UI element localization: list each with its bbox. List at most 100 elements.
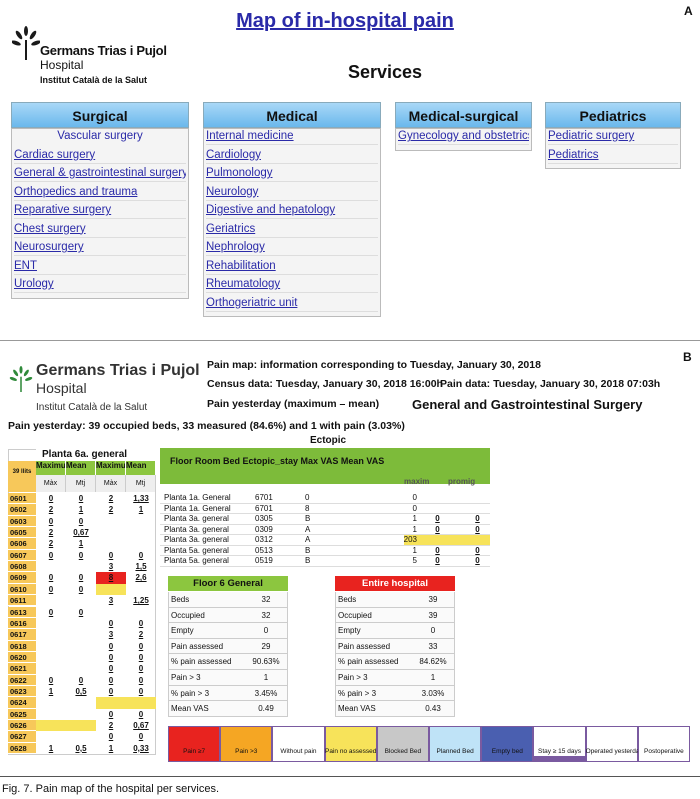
stats-row xyxy=(168,670,288,686)
service-link[interactable]: Chest surgery xyxy=(14,221,186,238)
service-link[interactable]: Pulmonology xyxy=(206,165,378,182)
bed-value: 1 xyxy=(48,743,54,753)
service-link[interactable]: ENT xyxy=(14,258,186,275)
bed-value: 2 xyxy=(108,505,114,515)
service-link[interactable]: Orthogeriatric unit xyxy=(206,295,378,312)
service-link[interactable]: Geriatrics xyxy=(206,221,378,238)
legend-label: Pain >3 xyxy=(235,748,258,755)
stats-value: 3.03% xyxy=(421,688,445,698)
service-link[interactable]: Rheumatology xyxy=(206,276,378,293)
ectopic-row xyxy=(160,545,490,556)
bed-value: 2,6 xyxy=(135,573,147,583)
service-link[interactable]: Reparative surgery xyxy=(14,202,186,219)
legend-swatch xyxy=(481,726,534,762)
service-link[interactable]: Neurology xyxy=(206,184,378,201)
stats-value: 39 xyxy=(428,610,438,620)
ectopic-subheader: maxim xyxy=(404,477,430,486)
bed-number: 0608 xyxy=(8,561,36,573)
bed-value: 0 xyxy=(78,516,84,526)
bed-value xyxy=(96,527,126,538)
bed-value: 0 xyxy=(48,516,54,526)
stats-key: Mean VAS xyxy=(171,704,209,714)
floor-title: Planta 6a. general xyxy=(42,449,128,460)
stats-value: 29 xyxy=(261,641,271,651)
bed-value xyxy=(36,641,66,652)
bed-value: 3 xyxy=(108,596,114,606)
stats-key: Pain > 3 xyxy=(171,673,201,682)
bed-value xyxy=(66,561,96,572)
ectopic-cell: 0519 xyxy=(255,556,273,565)
service-link[interactable]: Gynecology and obstetrics xyxy=(398,128,529,145)
heading: Services xyxy=(348,62,423,82)
summary: Pain yesterday: 39 occupied beds, 33 mea… xyxy=(8,420,405,432)
bed-value xyxy=(66,709,96,720)
bed-value xyxy=(36,720,66,732)
bed-number: 0628 xyxy=(8,742,36,755)
service-link[interactable]: Cardiac surgery xyxy=(14,147,186,164)
ectopic-cell: 0 xyxy=(475,514,480,523)
stats-row xyxy=(168,701,288,717)
stats-row xyxy=(335,670,455,686)
bed-value xyxy=(36,618,66,629)
logo-sub: Hospital xyxy=(40,58,84,72)
col-header: Mean xyxy=(66,461,96,475)
legend-label: Operated yesterday xyxy=(585,748,638,755)
ectopic-row xyxy=(160,493,490,504)
stats-key: Empty xyxy=(171,626,194,636)
bed-value: 0 xyxy=(48,584,54,594)
stats-value: 84.62% xyxy=(419,657,447,667)
stats-row xyxy=(168,592,288,608)
bed-value: 0 xyxy=(138,550,144,560)
service-link[interactable]: Nephrology xyxy=(206,239,378,256)
bed-number: 0618 xyxy=(8,640,36,652)
col-header: Maximum xyxy=(96,461,126,475)
col-subheader: Màx xyxy=(96,475,126,492)
ectopic-row xyxy=(160,503,490,514)
bed-number: 0620 xyxy=(8,651,36,664)
service-header: Pediatrics xyxy=(545,102,681,128)
service-header: Medical xyxy=(203,102,381,128)
stats-row xyxy=(335,654,455,670)
service-link[interactable]: Cardiology xyxy=(206,147,378,164)
service-link[interactable]: Digestive and hepatology xyxy=(206,202,378,219)
bed-value: 0,67 xyxy=(73,528,89,538)
bed-value xyxy=(96,583,126,596)
service-link[interactable]: General & gastrointestinal surgery xyxy=(14,165,186,182)
service-link[interactable]: Neurosurgery xyxy=(14,239,186,256)
legend-label: Pain no assessed xyxy=(325,748,377,755)
legend-swatch xyxy=(637,726,690,762)
bed-value: 1 xyxy=(48,686,54,696)
ectopic-cell: 0312 xyxy=(255,535,273,544)
bed-value: 0 xyxy=(108,550,114,560)
floor-header-bg xyxy=(36,449,156,461)
service-link[interactable]: Pediatrics xyxy=(548,147,678,164)
ectopic-cell: 0 xyxy=(435,524,440,534)
service-link[interactable]: Internal medicine xyxy=(206,128,378,145)
bed-value: 0 xyxy=(78,550,84,560)
ectopic-cell: 1 xyxy=(412,514,417,523)
bed-value xyxy=(66,641,96,652)
ectopic-cell: 203 xyxy=(403,535,417,544)
caption: Fig. 7. Pain map of the hospital per ser… xyxy=(2,783,220,795)
stats-value: 3.45% xyxy=(254,688,278,698)
stats-value: 33 xyxy=(428,641,438,651)
service-link[interactable]: Urology xyxy=(14,276,186,293)
legend-label: Stay ≥ 15 days xyxy=(538,748,581,755)
ectopic-cell: 0 xyxy=(412,493,417,502)
stats-key: Beds xyxy=(338,595,357,604)
service-link[interactable]: Orthopedics and trauma xyxy=(14,184,186,201)
bed-number: 0602 xyxy=(8,504,36,516)
service-link[interactable]: Rehabilitation xyxy=(206,258,378,275)
bed-value: 0 xyxy=(78,675,84,685)
stats-row xyxy=(168,654,288,670)
stats-value: 0.43 xyxy=(425,704,441,714)
stats-key: Beds xyxy=(171,595,190,604)
service-link[interactable]: Pediatric surgery xyxy=(548,128,678,145)
stats-key: Mean VAS xyxy=(338,704,376,714)
bed-number: 0607 xyxy=(8,549,36,562)
col-header: Maximum xyxy=(36,461,66,475)
bed-value: 0,5 xyxy=(75,743,87,753)
stats-key: Pain assessed xyxy=(171,641,224,651)
ectopic-cell: Planta 1a. General xyxy=(164,493,231,502)
